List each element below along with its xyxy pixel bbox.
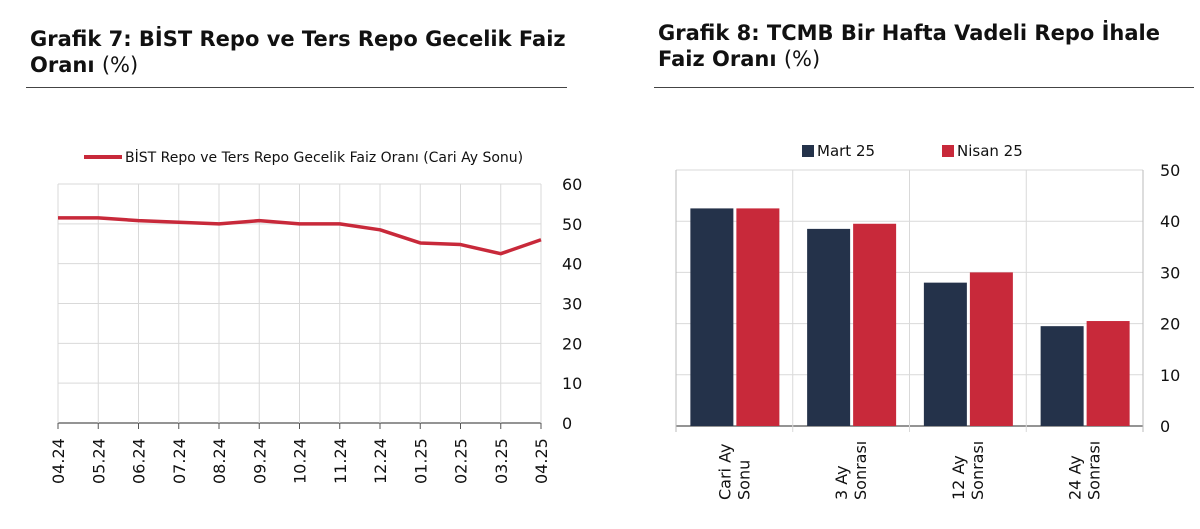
title-divider bbox=[654, 87, 1194, 88]
y-tick-label: 50 bbox=[562, 215, 582, 234]
legend-label: Nisan 25 bbox=[957, 142, 1023, 160]
x-tick-label-line1: 12 Ay bbox=[949, 455, 968, 500]
chart-title: Grafik 7: BİST Repo ve Ters Repo Gecelik… bbox=[30, 26, 590, 78]
chart-title: Grafik 8: TCMB Bir Hafta Vadeli Repo İha… bbox=[658, 20, 1198, 72]
chart-title-line1: Grafik 7: BİST Repo ve Ters Repo Gecelik… bbox=[30, 27, 566, 51]
chart-title-unit: (%) bbox=[101, 53, 139, 77]
bar-nisan-25 bbox=[969, 272, 1013, 426]
bar-mart-25 bbox=[923, 282, 967, 426]
x-tick-label: 04.25 bbox=[532, 438, 551, 484]
y-tick-label: 10 bbox=[562, 374, 582, 393]
x-tick-label: 12.24 bbox=[371, 438, 390, 484]
y-tick-label: 30 bbox=[1160, 263, 1180, 282]
y-tick-label: 0 bbox=[1160, 417, 1170, 436]
x-tick-label: 06.24 bbox=[130, 438, 149, 484]
chart-title-line2: Oranı bbox=[30, 53, 95, 77]
legend-label: BİST Repo ve Ters Repo Gecelik Faiz Oran… bbox=[125, 148, 523, 166]
legend-swatch bbox=[802, 145, 814, 157]
bar-mart-25 bbox=[807, 228, 851, 426]
chart-title-line2: Faiz Oranı bbox=[658, 47, 777, 71]
y-tick-label: 60 bbox=[562, 175, 582, 194]
bar-mart-25 bbox=[1040, 326, 1084, 426]
bar-nisan-25 bbox=[1086, 321, 1130, 426]
title-divider bbox=[26, 87, 567, 88]
x-tick-label: 07.24 bbox=[170, 438, 189, 484]
y-tick-label: 0 bbox=[562, 414, 572, 433]
x-tick-label-line2: Sonrası bbox=[968, 441, 987, 500]
x-tick-label: 02.25 bbox=[452, 438, 471, 484]
y-tick-label: 20 bbox=[1160, 315, 1180, 334]
x-tick-label: 08.24 bbox=[210, 438, 229, 484]
y-tick-label: 20 bbox=[562, 334, 582, 353]
x-tick-label: 10.24 bbox=[291, 438, 310, 484]
y-tick-label: 50 bbox=[1160, 161, 1180, 180]
y-tick-label: 40 bbox=[562, 255, 582, 274]
chart-panel-grafik8: Grafik 8: TCMB Bir Hafta Vadeli Repo İha… bbox=[600, 0, 1200, 529]
x-tick-label-line1: Cari Ay bbox=[715, 444, 734, 500]
x-tick-label: 01.25 bbox=[411, 438, 430, 484]
x-tick-label-line2: Sonu bbox=[734, 460, 753, 500]
chart-title-line1: Grafik 8: TCMB Bir Hafta Vadeli Repo İha… bbox=[658, 21, 1160, 45]
y-tick-label: 30 bbox=[562, 295, 582, 314]
legend-swatch bbox=[942, 145, 954, 157]
x-tick-label-line1: 24 Ay bbox=[1066, 455, 1085, 500]
x-tick-label-line1: 3 Ay bbox=[832, 465, 851, 500]
bar-nisan-25 bbox=[736, 208, 780, 426]
x-tick-label: 05.24 bbox=[89, 438, 108, 484]
x-tick-label: 09.24 bbox=[250, 438, 269, 484]
x-tick-label: 04.24 bbox=[49, 438, 68, 484]
legend-label: Mart 25 bbox=[817, 142, 875, 160]
line-chart: 0 10 20 30 40 50 60 04.24 05.24 06.24 07.24 08.24 09… bbox=[49, 148, 582, 484]
bar-nisan-25 bbox=[853, 223, 897, 426]
x-tick-label-line2: Sonrası bbox=[851, 441, 870, 500]
chart-panel-grafik7: Grafik 7: BİST Repo ve Ters Repo Gecelik… bbox=[26, 26, 590, 484]
x-tick-label: 11.24 bbox=[331, 438, 350, 484]
y-tick-label: 40 bbox=[1160, 212, 1180, 231]
x-tick-label-line2: Sonrası bbox=[1085, 441, 1104, 500]
chart-title-unit: (%) bbox=[783, 47, 821, 71]
y-tick-label: 10 bbox=[1160, 366, 1180, 385]
bar-mart-25 bbox=[690, 208, 734, 426]
x-tick-label: 03.25 bbox=[492, 438, 511, 484]
